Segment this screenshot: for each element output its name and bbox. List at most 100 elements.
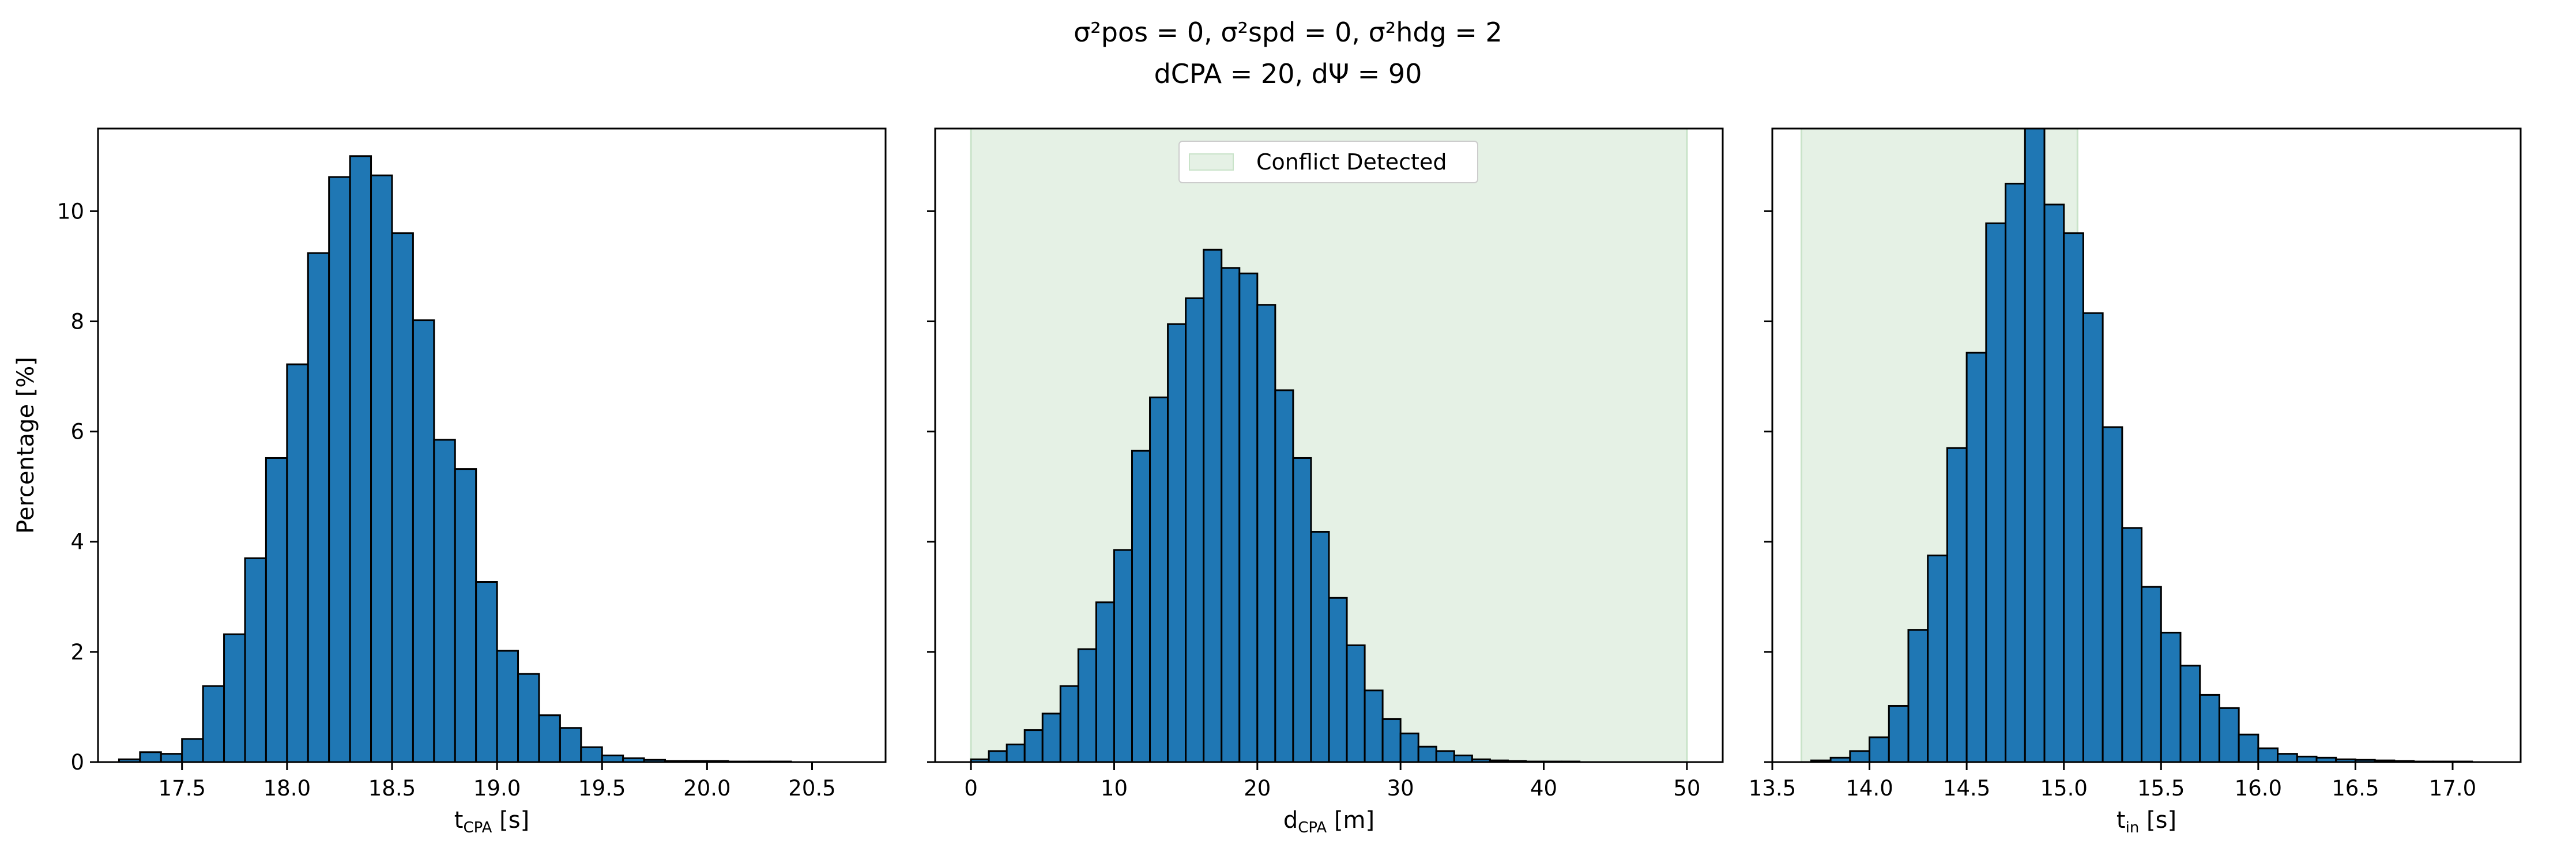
bar xyxy=(454,468,477,762)
bar xyxy=(2160,631,2182,762)
panel-t-in-x-ticks: 13.5 14.0 14.5 15.0 15.5 16.0 16.5 17.0 xyxy=(1749,762,2476,801)
figure-title-line-2: dCPA = 20, dΨ = 90 xyxy=(1154,58,1422,89)
bar xyxy=(1985,222,2007,762)
bar xyxy=(1381,718,1402,762)
bar xyxy=(601,755,624,762)
bar xyxy=(2063,232,2084,762)
x-tick-label: 16.5 xyxy=(2332,776,2379,801)
bar xyxy=(1364,689,1384,762)
bar xyxy=(433,439,456,762)
bar xyxy=(1946,447,1968,762)
bar xyxy=(2199,693,2220,762)
x-tick-label: 19.0 xyxy=(473,776,521,801)
bar xyxy=(328,176,351,762)
panel-t-cpa-y-ticks: 0 2 4 6 8 10 xyxy=(57,199,98,775)
panel-t-in-x-axis-label: tin [s] xyxy=(2116,807,2176,836)
panel-t-cpa-x-ticks: 17.5 18.0 18.5 19.0 19.5 20.0 20.5 xyxy=(159,762,836,801)
bar xyxy=(2102,426,2123,762)
panel-t-cpa-bars xyxy=(118,155,792,762)
y-tick-label: 8 xyxy=(70,309,84,334)
panel-t-cpa-x-axis-label: tCPA [s] xyxy=(454,807,529,836)
panel-d-cpa-x-axis-label: dCPA [m] xyxy=(1283,807,1374,836)
bar xyxy=(1310,531,1330,762)
x-tick-label: 40 xyxy=(1530,776,1557,801)
x-tick-label: 30 xyxy=(1387,776,1414,801)
x-tick-label: 16.0 xyxy=(2235,776,2282,801)
panel-t-in-frame xyxy=(1771,127,2522,763)
x-tick-label: 20 xyxy=(1244,776,1271,801)
bar xyxy=(391,232,414,762)
bar xyxy=(1077,648,1097,762)
bar xyxy=(580,746,603,762)
bar xyxy=(244,557,267,762)
bar xyxy=(2043,203,2065,762)
bar xyxy=(538,714,561,762)
figure-title: σ²pos = 0, σ²spd = 0, σ²hdg = 2 dCPA = 2… xyxy=(1074,17,1502,89)
x-tick-label: 18.0 xyxy=(263,776,311,801)
bar xyxy=(1185,297,1205,762)
bar xyxy=(1113,549,1133,762)
panel-d-cpa-frame xyxy=(934,127,1724,763)
bar xyxy=(160,753,183,762)
bar xyxy=(1399,732,1419,762)
panel-t-cpa-frame xyxy=(97,127,887,763)
bar xyxy=(1346,644,1366,762)
panel-t-in-y-ticks xyxy=(1764,210,1772,763)
x-tick-label: 14.0 xyxy=(1846,776,1893,801)
bar xyxy=(559,727,582,762)
panel-d-cpa-bars xyxy=(970,248,1581,762)
x-tick-label: 13.5 xyxy=(1749,776,1796,801)
bar xyxy=(475,581,498,762)
y-tick-label: 4 xyxy=(70,530,84,555)
bar xyxy=(307,252,330,762)
panel-t-cpa: 17.5 18.0 18.5 19.0 19.5 20.0 20.5 0 2 4 6 8 10 tCP… xyxy=(13,127,887,836)
bar xyxy=(1238,272,1259,762)
bar xyxy=(1095,601,1115,762)
bar xyxy=(139,751,162,762)
bar xyxy=(1888,705,1910,762)
bar xyxy=(2082,312,2104,762)
x-tick-label: 18.5 xyxy=(368,776,416,801)
panel-d-cpa-x-ticks: 0 10 20 30 40 50 xyxy=(964,762,1700,801)
bar xyxy=(1292,457,1312,762)
bar xyxy=(370,174,393,762)
figure-title-line-1: σ²pos = 0, σ²spd = 0, σ²hdg = 2 xyxy=(1074,17,1502,48)
legend: Conflict Detected xyxy=(1178,141,1478,183)
bar xyxy=(1149,396,1169,762)
bar xyxy=(265,457,288,762)
bar xyxy=(181,738,204,762)
bar xyxy=(1203,248,1223,762)
bar xyxy=(1328,597,1348,762)
bar xyxy=(1059,685,1079,762)
x-tick-label: 19.5 xyxy=(578,776,626,801)
legend-frame xyxy=(1178,141,1478,183)
bar xyxy=(2005,183,2026,762)
y-tick-label: 2 xyxy=(70,640,84,665)
x-tick-label: 15.5 xyxy=(2137,776,2185,801)
bar xyxy=(1131,450,1151,762)
bar xyxy=(2141,586,2162,762)
x-tick-label: 17.0 xyxy=(2429,776,2476,801)
bar xyxy=(2218,707,2240,762)
bar xyxy=(496,650,519,762)
bar xyxy=(1221,267,1241,762)
bar xyxy=(1849,750,1871,762)
x-tick-label: 20.0 xyxy=(683,776,730,801)
legend-swatch-conflict-detected xyxy=(1189,153,1234,171)
bar xyxy=(1435,750,1455,762)
bar xyxy=(1167,323,1187,762)
bar xyxy=(988,750,1008,762)
bar xyxy=(2024,129,2046,762)
bar xyxy=(2277,753,2298,762)
y-tick-label: 0 xyxy=(70,750,84,775)
bar xyxy=(349,155,372,762)
y-tick-label: 10 xyxy=(57,199,84,224)
bar xyxy=(517,673,540,762)
bar xyxy=(1023,729,1044,762)
x-tick-label: 10 xyxy=(1101,776,1128,801)
x-tick-label: 15.0 xyxy=(2040,776,2088,801)
x-tick-label: 20.5 xyxy=(788,776,835,801)
bar xyxy=(2238,733,2259,762)
bar xyxy=(2121,527,2143,762)
